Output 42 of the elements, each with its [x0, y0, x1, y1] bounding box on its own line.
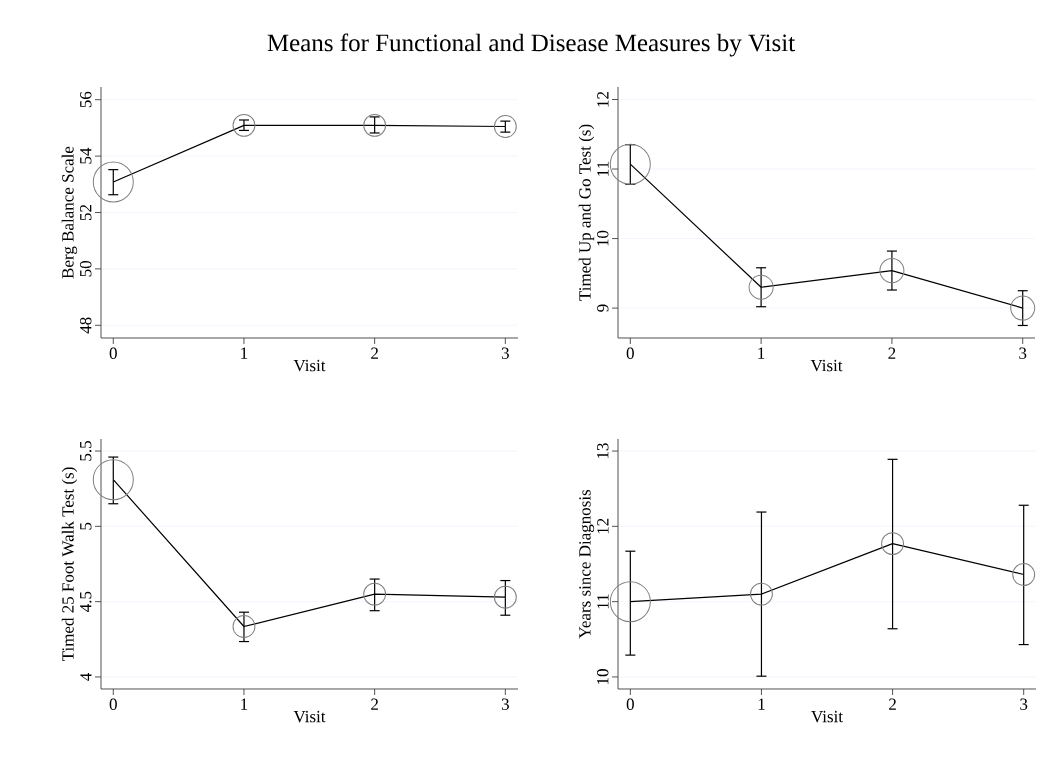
y-axis-title: Timed Up and Go Test (s) [578, 124, 595, 301]
chart-title: Means for Functional and Disease Measures by Visit [267, 33, 796, 57]
x-tick-label: 1 [241, 698, 248, 710]
y-tick-label: 4.5 [80, 591, 92, 612]
x-tick-label: 1 [758, 347, 765, 359]
y-tick-label: 5 [80, 522, 92, 530]
x-tick-label: 0 [109, 347, 117, 360]
y-tick-label: 9 [597, 304, 609, 312]
x-tick-label: 3 [1020, 698, 1028, 710]
y-tick-label: 4 [80, 672, 92, 681]
x-axis-title: Visit [811, 710, 843, 723]
y-tick-label: 12 [597, 91, 609, 107]
y-tick-label: 13 [597, 443, 609, 459]
x-axis-title: Visit [293, 710, 326, 723]
y-axis-title: Years since Diagnosis [579, 489, 595, 639]
y-tick-label: 12 [597, 518, 609, 534]
x-axis-title: Visit [810, 359, 843, 372]
y-axis-title: Timed 25 Foot Walk Test (s) [61, 467, 78, 662]
y-tick-label: 50 [79, 261, 92, 277]
y-tick-label: 10 [597, 669, 609, 684]
x-tick-label: 3 [501, 347, 509, 359]
x-axis-title: Visit [293, 359, 326, 372]
x-tick-label: 2 [888, 347, 896, 359]
y-tick-label: 10 [597, 230, 609, 246]
y-tick-label: 56 [80, 91, 92, 108]
x-tick-label: 2 [371, 347, 378, 359]
y-tick-label: 11 [597, 161, 609, 176]
x-tick-label: 0 [626, 347, 634, 360]
x-tick-label: 3 [501, 698, 509, 710]
x-tick-label: 0 [626, 698, 634, 711]
y-tick-label: 5.5 [80, 441, 92, 461]
y-tick-label: 48 [79, 317, 92, 334]
y-axis-title: Berg Balance Scale [61, 146, 78, 279]
y-tick-label: 52 [80, 204, 92, 221]
x-tick-label: 3 [1019, 347, 1027, 359]
x-tick-label: 2 [889, 698, 896, 710]
x-tick-label: 0 [109, 698, 117, 711]
x-tick-label: 1 [241, 347, 248, 359]
x-tick-label: 2 [371, 698, 378, 710]
y-tick-label: 11 [597, 594, 609, 609]
y-tick-label: 54 [80, 147, 92, 164]
x-tick-label: 1 [758, 698, 765, 710]
